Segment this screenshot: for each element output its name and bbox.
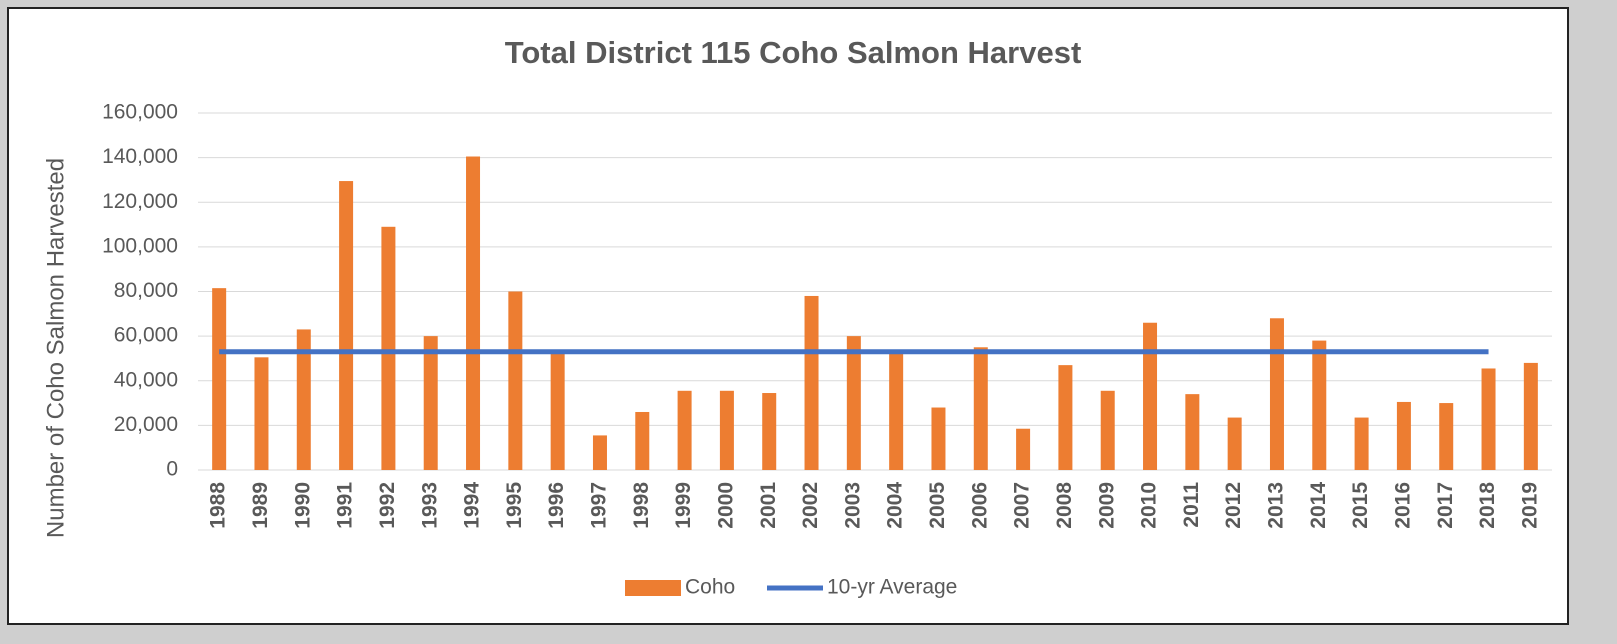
x-tick-label: 2010 — [1138, 482, 1161, 529]
x-tick-label: 1992 — [376, 482, 399, 529]
x-tick-label: 2019 — [1518, 482, 1541, 529]
x-tick-label: 1993 — [418, 482, 441, 529]
bar — [1523, 362, 1538, 470]
bar — [423, 336, 438, 470]
bar — [381, 226, 396, 470]
bar — [254, 357, 269, 470]
bar — [508, 291, 523, 470]
bar — [635, 411, 650, 470]
bar — [1016, 428, 1031, 470]
legend-label: Coho — [685, 576, 735, 599]
x-tick-label: 1995 — [503, 482, 526, 529]
legend-swatch — [625, 580, 681, 596]
bar — [1396, 401, 1411, 470]
bar — [1312, 340, 1327, 470]
x-tick-label: 2016 — [1391, 482, 1414, 529]
x-tick-label: 2015 — [1349, 482, 1372, 529]
x-tick-label: 1996 — [545, 482, 568, 529]
x-tick-label: 1998 — [630, 482, 653, 529]
bar — [762, 393, 777, 470]
x-tick-label: 1991 — [334, 482, 357, 529]
x-tick-label: 2008 — [1053, 482, 1076, 529]
x-tick-label: 2000 — [714, 482, 737, 529]
chart-title: Total District 115 Coho Salmon Harvest — [505, 35, 1082, 70]
x-tick-label: 2009 — [1095, 482, 1118, 529]
x-tick-label: 1999 — [672, 482, 695, 529]
y-tick-label: 100,000 — [102, 234, 178, 257]
bar — [1439, 403, 1454, 470]
y-tick-label: 20,000 — [114, 413, 178, 436]
bar — [1481, 368, 1496, 470]
bar — [677, 390, 692, 470]
bar — [719, 390, 734, 470]
x-tick-label: 1988 — [207, 482, 230, 529]
x-tick-label: 1997 — [588, 482, 611, 529]
y-tick-label: 0 — [166, 458, 178, 481]
x-tick-label: 2012 — [1222, 482, 1245, 529]
x-tick-label: 2004 — [884, 482, 907, 529]
bar — [1185, 394, 1200, 470]
bar — [931, 407, 946, 470]
bar — [1354, 417, 1369, 470]
bar — [1269, 318, 1284, 470]
x-tick-label: 2002 — [799, 482, 822, 529]
bar — [846, 336, 861, 470]
bar — [592, 435, 607, 470]
x-tick-label: 2013 — [1265, 482, 1288, 529]
x-tick-label: 2007 — [1011, 482, 1034, 529]
x-tick-label: 1989 — [249, 482, 272, 529]
x-tick-label: 2018 — [1476, 482, 1499, 529]
x-tick-label: 2001 — [757, 482, 780, 529]
legend-label: 10-yr Average — [827, 576, 957, 599]
x-tick-label: 2011 — [1180, 482, 1203, 528]
bar — [296, 329, 311, 470]
chart-frame — [7, 7, 1569, 625]
bar — [1227, 417, 1242, 470]
bar — [212, 288, 227, 470]
y-tick-label: 80,000 — [114, 279, 178, 302]
x-tick-label: 2003 — [841, 482, 864, 529]
bar — [550, 352, 565, 470]
x-tick-label: 2005 — [926, 482, 949, 529]
y-tick-label: 160,000 — [102, 101, 178, 124]
x-tick-label: 2006 — [968, 482, 991, 529]
bar — [1143, 322, 1158, 470]
y-axis-label: Number of Coho Salmon Harvested — [42, 158, 69, 538]
bar — [804, 295, 819, 470]
bar — [339, 181, 354, 470]
y-tick-label: 60,000 — [114, 324, 178, 347]
x-tick-label: 1994 — [461, 482, 484, 529]
y-tick-label: 120,000 — [102, 190, 178, 213]
y-tick-label: 40,000 — [114, 368, 178, 391]
bar — [973, 347, 988, 470]
bar — [1058, 365, 1073, 470]
bar — [466, 156, 481, 470]
bar — [1100, 390, 1115, 470]
bar — [889, 352, 904, 470]
x-tick-label: 1990 — [291, 482, 314, 529]
y-tick-label: 140,000 — [102, 145, 178, 168]
x-tick-label: 2017 — [1434, 482, 1457, 529]
x-tick-label: 2014 — [1307, 482, 1330, 529]
